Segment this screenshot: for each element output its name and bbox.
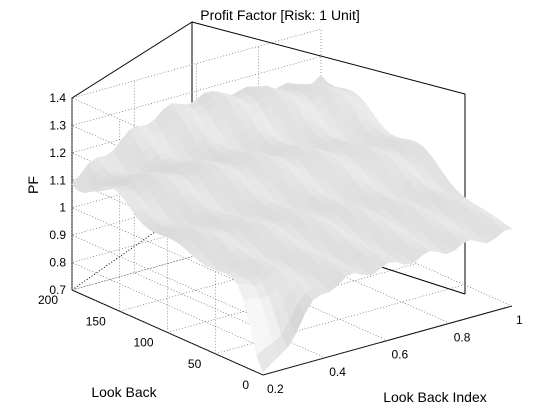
y-tick-label: 50 xyxy=(188,357,202,371)
x-tick-label: 0.2 xyxy=(267,382,284,396)
y-tick-label: 100 xyxy=(133,336,153,350)
z-tick-label: 1 xyxy=(59,201,66,215)
grid-line-x xyxy=(71,98,264,376)
y-tick-label: 150 xyxy=(86,314,106,328)
x-tick-label: 1 xyxy=(516,313,523,327)
x-axis-label: Look Back Index xyxy=(383,389,487,405)
x-tick-labels: 0.2 0.4 0.6 0.8 1 xyxy=(267,313,523,396)
x-tick-label: 0.8 xyxy=(454,330,471,344)
z-axis-label: PF xyxy=(25,176,41,194)
z-tick-label: 0.9 xyxy=(49,228,66,242)
grid-line-x xyxy=(196,63,388,341)
x-tick-label: 0.6 xyxy=(392,348,409,362)
z-tick-label: 1.1 xyxy=(49,173,66,187)
z-tick-label: 1.2 xyxy=(49,146,66,160)
grid-line-y-floor xyxy=(215,284,465,355)
y-tick-label: 200 xyxy=(38,293,58,307)
z-tick-labels: 0.7 0.8 0.9 1 1.1 1.2 1.3 1.4 xyxy=(49,91,66,297)
surface-patch xyxy=(496,224,513,232)
grid-line-x xyxy=(320,29,513,307)
surface-mesh xyxy=(71,74,513,373)
z-tick-label: 1.4 xyxy=(49,91,66,105)
z-tick-label: 0.7 xyxy=(49,283,66,297)
y-axis-label: Look Back xyxy=(91,384,157,400)
chart-title: Profit Factor [Risk: 1 Unit] xyxy=(200,7,359,23)
y-tick-labels: 0 50 100 150 200 xyxy=(38,293,249,392)
y-tick-label: 0 xyxy=(242,378,249,392)
x-tick-label: 0.4 xyxy=(329,365,346,379)
z-tick-label: 1.3 xyxy=(49,118,66,132)
z-tick-label: 0.8 xyxy=(49,256,66,270)
grid-line-x xyxy=(258,46,450,324)
